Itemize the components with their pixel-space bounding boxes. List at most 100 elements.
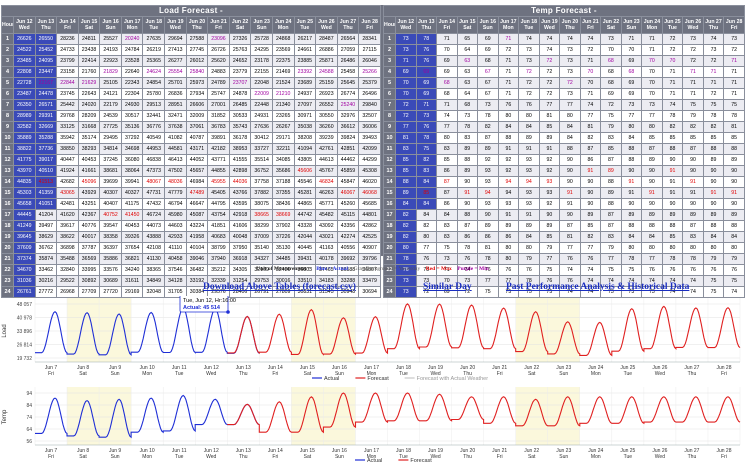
- temp-cell: 70: [641, 66, 663, 78]
- temp-cell: 81: [538, 110, 561, 122]
- load-cell: 26726: [207, 44, 230, 56]
- day-dow: Mon: [503, 25, 514, 31]
- load-cell: 22643: [77, 88, 101, 100]
- load-cell: 23158: [56, 66, 79, 78]
- temp-cell: 90: [702, 198, 725, 210]
- hour-cell: 20: [1, 242, 14, 254]
- x-dow-label: Mon: [591, 454, 601, 460]
- x-date-label: Jun 10: [140, 365, 155, 371]
- load-cell: 39891: [207, 132, 230, 144]
- temp-cell: 84: [518, 121, 540, 133]
- temp-cell: 77: [579, 242, 602, 254]
- legend-label[interactable]: Actual: [324, 376, 339, 382]
- load-cell: 32976: [336, 110, 360, 122]
- load-cell: 40178: [315, 253, 338, 265]
- hour-cell: 21: [1, 253, 14, 265]
- legend-label[interactable]: Forecast: [410, 458, 432, 464]
- day-dow: Wed: [543, 25, 555, 31]
- legend-red: Red = Max: [425, 266, 452, 272]
- temp-cell: 81: [477, 242, 499, 254]
- load-cell: 42918: [228, 209, 252, 221]
- load-cell: 29694: [164, 33, 187, 45]
- load-row: 6 23487 24478 23745 22643 24121 22304 25780 2683…: [1, 88, 381, 100]
- x-dow-label: Wed: [655, 371, 665, 377]
- load-cell: 46794: [164, 198, 187, 210]
- load-cell: 45980: [164, 209, 187, 221]
- temp-cell: 87: [600, 154, 622, 166]
- load-day-header: Jun 24 Mon: [271, 16, 295, 34]
- temp-cell: 79: [600, 242, 622, 254]
- load-cell: 25728: [250, 33, 273, 45]
- temp-cell: 71: [661, 88, 684, 100]
- load-cell: 36178: [228, 132, 252, 144]
- day-date: Jun 26: [318, 19, 335, 25]
- load-cell: 41555: [228, 154, 252, 166]
- similar-day-link[interactable]: Similar Day: [423, 282, 472, 292]
- load-cell: 37188: [271, 176, 295, 188]
- x-dow-label: Sat: [79, 454, 87, 460]
- day-date: Jun 21: [582, 19, 599, 25]
- load-cell: 30216: [34, 275, 58, 287]
- legend-label[interactable]: Actual: [367, 458, 382, 464]
- day-date: Jun 28: [725, 19, 743, 25]
- temp-cell: 90: [559, 176, 581, 188]
- day-dow: Fri: [587, 25, 594, 31]
- hour-cell: 15: [383, 187, 396, 199]
- x-date-label: Jun 16: [332, 448, 347, 454]
- load-cell: 37061: [185, 121, 209, 133]
- day-dow: Thu: [421, 25, 432, 31]
- load-cell: 43171: [185, 143, 209, 155]
- load-cell: 36080: [120, 154, 144, 166]
- temp-cell: 86: [456, 231, 479, 243]
- temp-cell: 70: [641, 55, 663, 67]
- day-date: Jun 21: [210, 19, 227, 25]
- load-cell: 23885: [293, 55, 317, 67]
- load-cell: 45260: [336, 198, 360, 210]
- x-date-label: Jun 25: [620, 365, 635, 371]
- load-cell: 44581: [164, 143, 187, 155]
- temp-cell: 71: [436, 99, 458, 111]
- legend-label[interactable]: Forecast: [367, 376, 389, 382]
- load-cell: 25452: [34, 44, 58, 56]
- x-date-label: Jun 12: [204, 448, 219, 454]
- load-cell: 41110: [164, 242, 187, 254]
- legend-label[interactable]: Forecast with Actual Weather: [417, 376, 489, 382]
- temp-cell: 71: [620, 33, 643, 45]
- temp-cell: 86: [436, 165, 458, 177]
- load-cell: 41051: [34, 198, 58, 210]
- load-cell: 37902: [271, 220, 295, 232]
- load-cell: 26626: [13, 33, 36, 45]
- load-cell: 23745: [56, 88, 79, 100]
- load-cell: 45308: [358, 165, 381, 177]
- temp-cell: 76: [497, 99, 520, 111]
- load-cell: 22728: [13, 77, 36, 89]
- load-cell: 22640: [120, 66, 144, 78]
- hour-cell: 24: [383, 286, 396, 298]
- temp-cell: 88: [702, 143, 725, 155]
- load-cell: 29753: [250, 275, 273, 287]
- load-cell: 24588: [315, 66, 338, 78]
- load-cell: 25458: [336, 66, 360, 78]
- legend-gray: Gray Background = Yesterday: [353, 266, 421, 272]
- day-dow: Wed: [320, 25, 332, 31]
- load-cell: 31852: [207, 110, 230, 122]
- temp-cell: 88: [723, 220, 745, 232]
- temp-cell: 90: [641, 176, 663, 188]
- temp-cell: 80: [415, 231, 438, 243]
- hour-cell: 9: [1, 121, 14, 133]
- temp-cell: 74: [538, 44, 561, 56]
- load-row: 14 44835 41513 42682 45096 39699 39941 48067 480…: [1, 176, 381, 188]
- load-cell: 36752: [250, 165, 273, 177]
- load-cell: 26217: [293, 33, 317, 45]
- past-performance-link[interactable]: Past Performance Analysis & Historical D…: [506, 282, 690, 292]
- download-tables-link[interactable]: Download Above Tables (forecast.csv): [203, 282, 356, 292]
- load-cell: 25266: [358, 66, 381, 78]
- temp-cell: 91: [497, 143, 520, 155]
- temp-cell: 69: [436, 286, 458, 298]
- temp-cell: 83: [600, 231, 622, 243]
- load-cell: 26571: [34, 99, 58, 111]
- x-date-label: Jun 18: [396, 448, 411, 454]
- load-cell: 21469: [271, 66, 295, 78]
